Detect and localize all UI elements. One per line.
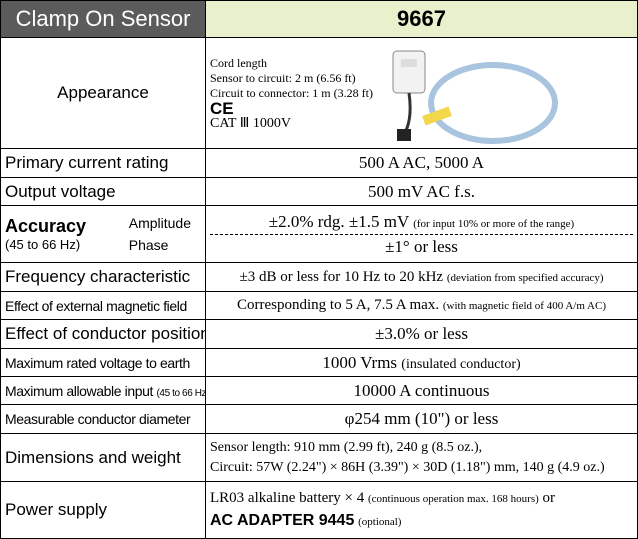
joiner: or [543,490,556,506]
accuracy-value-cell: ±2.0% rdg. ±1.5 mV (for input 10% or mor… [206,206,638,263]
row-label: Measurable conductor diameter [1,405,206,434]
row-value: 500 mV AC f.s. [206,178,638,206]
row-label: Effect of external magnetic field [1,292,206,320]
note-line: Cord length [210,56,373,71]
row-label: Frequency characteristic [1,263,206,292]
page: {"header": {"title": "Clamp On Sensor", … [0,0,638,538]
spec-table: Clamp On Sensor9667 Appearance Cord leng… [0,0,638,539]
row-value: LR03 alkaline battery × 4 [210,490,364,506]
value-note: (insulated conductor) [401,357,520,372]
row-value: ±3.0% or less [206,320,638,349]
row-label: Effect of conductor position [1,320,206,349]
row-label: Dimensions and weight [1,434,206,482]
row-value: Circuit: 57W (2.24") × 86H (3.39") × 30D… [210,458,633,478]
value-note: (for input 10% or more of the range) [413,218,574,230]
row-value: φ254 mm (10") or less [206,405,638,434]
ce-mark: CE [210,101,373,116]
row-label: Appearance [1,38,206,149]
value-note: (continuous operation max. 168 hours) [368,493,539,505]
note-line: Sensor to circuit: 2 m (6.56 ft) [210,71,373,86]
appearance-text: Cord length Sensor to circuit: 2 m (6.56… [210,56,373,131]
row-label: Power supply [1,482,206,539]
row-value: Corresponding to 5 A, 7.5 A max. [237,297,439,313]
note-line: Circuit to connector: 1 m (3.28 ft) [210,86,373,101]
product-image [373,41,563,146]
row-value: 10000 A continuous [206,377,638,405]
sub-label: Amplitude [129,212,191,234]
row-value: 1000 Vrms [322,353,397,372]
row-label: Output voltage [1,178,206,206]
label-note: (45 to 66 Hz) [5,237,86,252]
label-note: (45 to 66 Hz) [156,388,205,399]
row-value: ±1° or less [210,237,633,257]
value-note: (deviation from specified accuracy) [447,272,604,284]
row-label: Maximum rated voltage to earth [1,349,206,377]
value-note: (optional) [358,516,401,528]
sub-label: Phase [129,234,191,256]
header-title: Clamp On Sensor [1,1,206,38]
value-note: (with magnetic field of 400 A/m AC) [443,300,606,312]
row-label: Maximum allowable input [5,383,153,399]
row-label: Primary current rating [1,149,206,178]
appearance-cell: Cord length Sensor to circuit: 2 m (6.56… [206,38,638,149]
adapter: AC ADAPTER 9445 [210,512,354,529]
header-model: 9667 [206,1,638,38]
category: CAT Ⅲ 1000V [210,116,373,131]
row-label: Accuracy [5,216,86,237]
row-value: 500 A AC, 5000 A [206,149,638,178]
row-value: ±2.0% rdg. ±1.5 mV [269,212,409,231]
row-value: ±3 dB or less for 10 Hz to 20 kHz [239,269,443,285]
row-value: Sensor length: 910 mm (2.99 ft), 240 g (… [210,438,633,458]
